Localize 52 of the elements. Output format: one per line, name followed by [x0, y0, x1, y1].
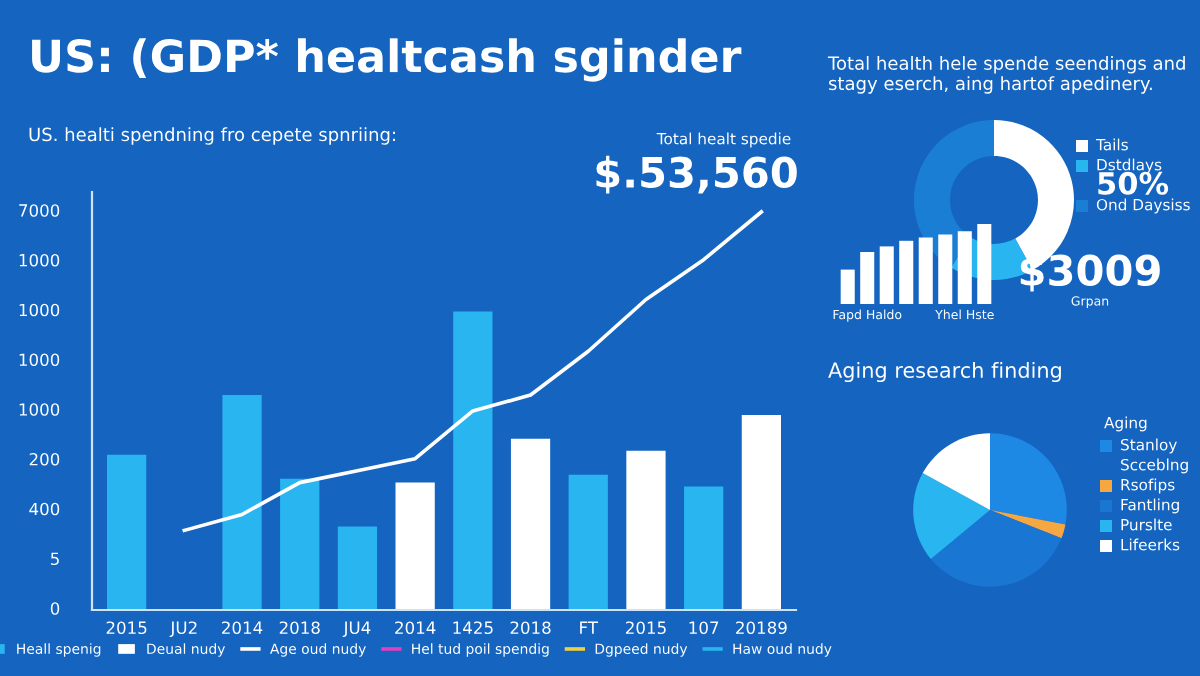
pie-slice — [990, 510, 1066, 539]
bar — [957, 231, 972, 304]
chart-subtitle: US. healti spendning fro cepete spnriing: — [29, 127, 395, 145]
x-tick-label: FT — [580, 621, 599, 634]
bar — [918, 237, 933, 304]
text: 1000 — [19, 253, 60, 267]
x-tick-label: 107 — [689, 621, 719, 635]
bar — [860, 252, 875, 304]
text: $3009 — [1020, 253, 1160, 292]
x-tick-label: 20189 — [736, 621, 787, 635]
text: $.53,560 — [596, 155, 797, 194]
bar — [395, 482, 435, 610]
pie-slice — [930, 510, 1062, 587]
x-tick-label: JU4 — [342, 621, 371, 638]
bar — [453, 311, 493, 610]
bar — [741, 414, 781, 610]
x-tick-label: 1425 — [453, 621, 493, 635]
chart-title: US: (GDP* healtcash sginder — [32, 38, 742, 82]
bar — [568, 474, 608, 610]
bar — [626, 450, 666, 610]
pie-slice — [913, 473, 990, 559]
text: 400 — [29, 502, 60, 516]
bar — [337, 526, 378, 610]
x-tick-label: 2014 — [395, 621, 436, 635]
bar — [280, 478, 320, 610]
text: 1000 — [19, 403, 60, 416]
bar — [510, 438, 551, 610]
bar — [938, 234, 953, 304]
bar — [977, 224, 992, 304]
x-tick-label: 2015 — [625, 621, 666, 635]
x-tick-label: JU2 — [169, 621, 197, 638]
text: 50% — [1098, 171, 1169, 195]
bar — [107, 454, 147, 610]
x-tick-label: 2018 — [510, 621, 551, 635]
x-tick-label: 2018 — [279, 621, 320, 635]
text: 0 — [50, 602, 60, 615]
chart-title: Aging research finding — [828, 361, 1061, 383]
text: 5 — [51, 552, 59, 566]
bar — [899, 240, 914, 304]
x-tick-label: 2014 — [222, 621, 263, 635]
bar — [879, 246, 894, 304]
text: 1000 — [19, 303, 60, 317]
text: 7000 — [19, 204, 60, 217]
pie-slice — [990, 433, 1067, 525]
text: 200 — [29, 452, 60, 466]
text: 1000 — [19, 353, 60, 367]
bar — [222, 395, 262, 610]
chart-title: Total health hele spende seendings and stagy eserch, aing hartof apedinery. — [827, 56, 1185, 94]
pie-slice — [922, 433, 990, 510]
x-tick-label: 2015 — [106, 621, 147, 635]
bar — [684, 486, 724, 610]
bar — [840, 269, 855, 304]
